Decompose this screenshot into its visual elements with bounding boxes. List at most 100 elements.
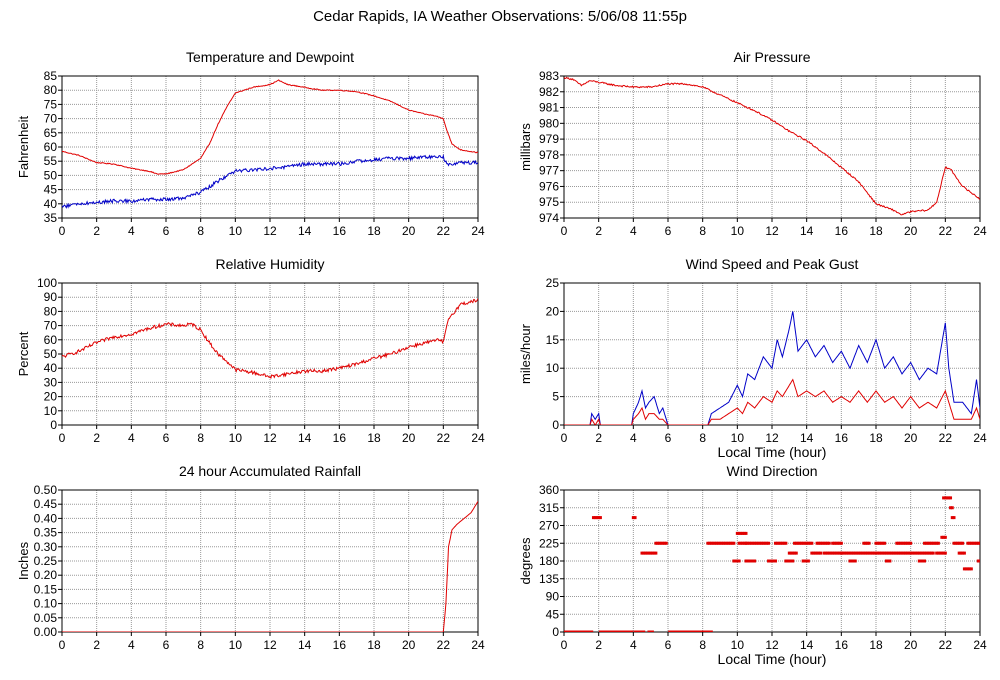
x-tick-label: 22 <box>939 638 953 652</box>
direction-point <box>916 551 920 555</box>
x-tick-label: 14 <box>298 431 312 445</box>
direction-point <box>737 541 741 545</box>
direction-point <box>813 551 817 555</box>
direction-point <box>943 535 947 539</box>
direction-point <box>626 630 630 632</box>
direction-point <box>784 559 788 563</box>
direction-point <box>846 551 850 555</box>
y-tick-label: 0.20 <box>34 568 58 582</box>
direction-point <box>642 630 646 632</box>
direction-point <box>663 541 667 545</box>
direction-point <box>585 630 589 632</box>
direction-point <box>706 541 710 545</box>
y-tick-label: 70 <box>44 319 58 333</box>
x-tick-label: 0 <box>561 431 568 445</box>
direction-point <box>676 630 680 632</box>
x-tick-label: 6 <box>665 431 672 445</box>
x-tick-label: 16 <box>835 224 849 238</box>
direction-point <box>773 541 777 545</box>
direction-point <box>694 630 698 632</box>
direction-point <box>926 551 930 555</box>
direction-point <box>668 630 672 632</box>
direction-point <box>895 551 899 555</box>
direction-point <box>690 630 694 632</box>
direction-point <box>741 531 745 535</box>
direction-point <box>950 506 954 510</box>
direction-point <box>949 496 953 500</box>
direction-point <box>914 551 918 555</box>
x-tick-label: 6 <box>665 224 672 238</box>
y-tick-label: 60 <box>44 333 58 347</box>
direction-point <box>737 531 741 535</box>
direction-point <box>961 541 965 545</box>
direction-point <box>831 541 835 545</box>
direction-point <box>824 541 828 545</box>
direction-point <box>832 551 836 555</box>
x-tick-label: 6 <box>665 638 672 652</box>
direction-point <box>931 541 935 545</box>
direction-point <box>709 630 713 632</box>
direction-point <box>964 567 968 571</box>
direction-point <box>836 551 840 555</box>
x-tick-label: 0 <box>561 224 568 238</box>
y-tick-label: 25 <box>546 276 560 290</box>
direction-point <box>907 551 911 555</box>
x-tick-label: 22 <box>437 224 451 238</box>
direction-point <box>921 551 925 555</box>
direction-point <box>928 551 932 555</box>
y-tick-label: 80 <box>44 83 58 97</box>
direction-point <box>969 541 973 545</box>
direction-point <box>936 551 940 555</box>
x-tick-label: 12 <box>263 224 277 238</box>
direction-point <box>923 559 927 563</box>
direction-point <box>959 551 963 555</box>
y-tick-label: 980 <box>539 116 559 130</box>
direction-point <box>756 541 760 545</box>
direction-point <box>910 551 914 555</box>
direction-point <box>923 551 927 555</box>
direction-point <box>843 551 847 555</box>
y-tick-label: 0.00 <box>34 625 58 639</box>
direction-point <box>865 551 869 555</box>
direction-point <box>853 559 857 563</box>
direction-point <box>749 541 753 545</box>
direction-point <box>779 541 783 545</box>
direction-point <box>917 559 921 563</box>
direction-point <box>824 551 828 555</box>
direction-point <box>692 630 696 632</box>
direction-point <box>793 551 797 555</box>
direction-point <box>633 630 637 632</box>
direction-point <box>654 551 658 555</box>
y-tick-label: 50 <box>44 347 58 361</box>
direction-point <box>883 541 887 545</box>
direction-point <box>884 551 888 555</box>
direction-point <box>867 541 871 545</box>
direction-point <box>858 551 862 555</box>
direction-point <box>848 559 852 563</box>
y-tick-label: 40 <box>44 361 58 375</box>
direction-point <box>597 516 601 520</box>
direction-point <box>654 541 658 545</box>
x-tick-label: 12 <box>765 224 779 238</box>
direction-point <box>924 551 928 555</box>
direction-point <box>975 541 979 545</box>
direction-point <box>616 630 620 632</box>
x-tick-label: 4 <box>128 638 135 652</box>
x-tick-label: 12 <box>765 431 779 445</box>
x-tick-label: 20 <box>402 638 416 652</box>
direction-point <box>923 541 927 545</box>
direction-point <box>747 541 751 545</box>
x-tick-label: 10 <box>229 431 243 445</box>
direction-point <box>746 559 750 563</box>
chart-title: Wind Direction <box>726 463 817 479</box>
direction-point <box>605 630 609 632</box>
x-tick-label: 2 <box>595 224 602 238</box>
direction-point <box>942 535 946 539</box>
y-tick-label: 85 <box>44 69 58 83</box>
chart-title: Temperature and Dewpoint <box>186 49 354 65</box>
direction-point <box>933 541 937 545</box>
x-tick-label: 8 <box>197 431 204 445</box>
direction-point <box>810 551 814 555</box>
direction-point <box>765 541 769 545</box>
direction-point <box>742 541 746 545</box>
